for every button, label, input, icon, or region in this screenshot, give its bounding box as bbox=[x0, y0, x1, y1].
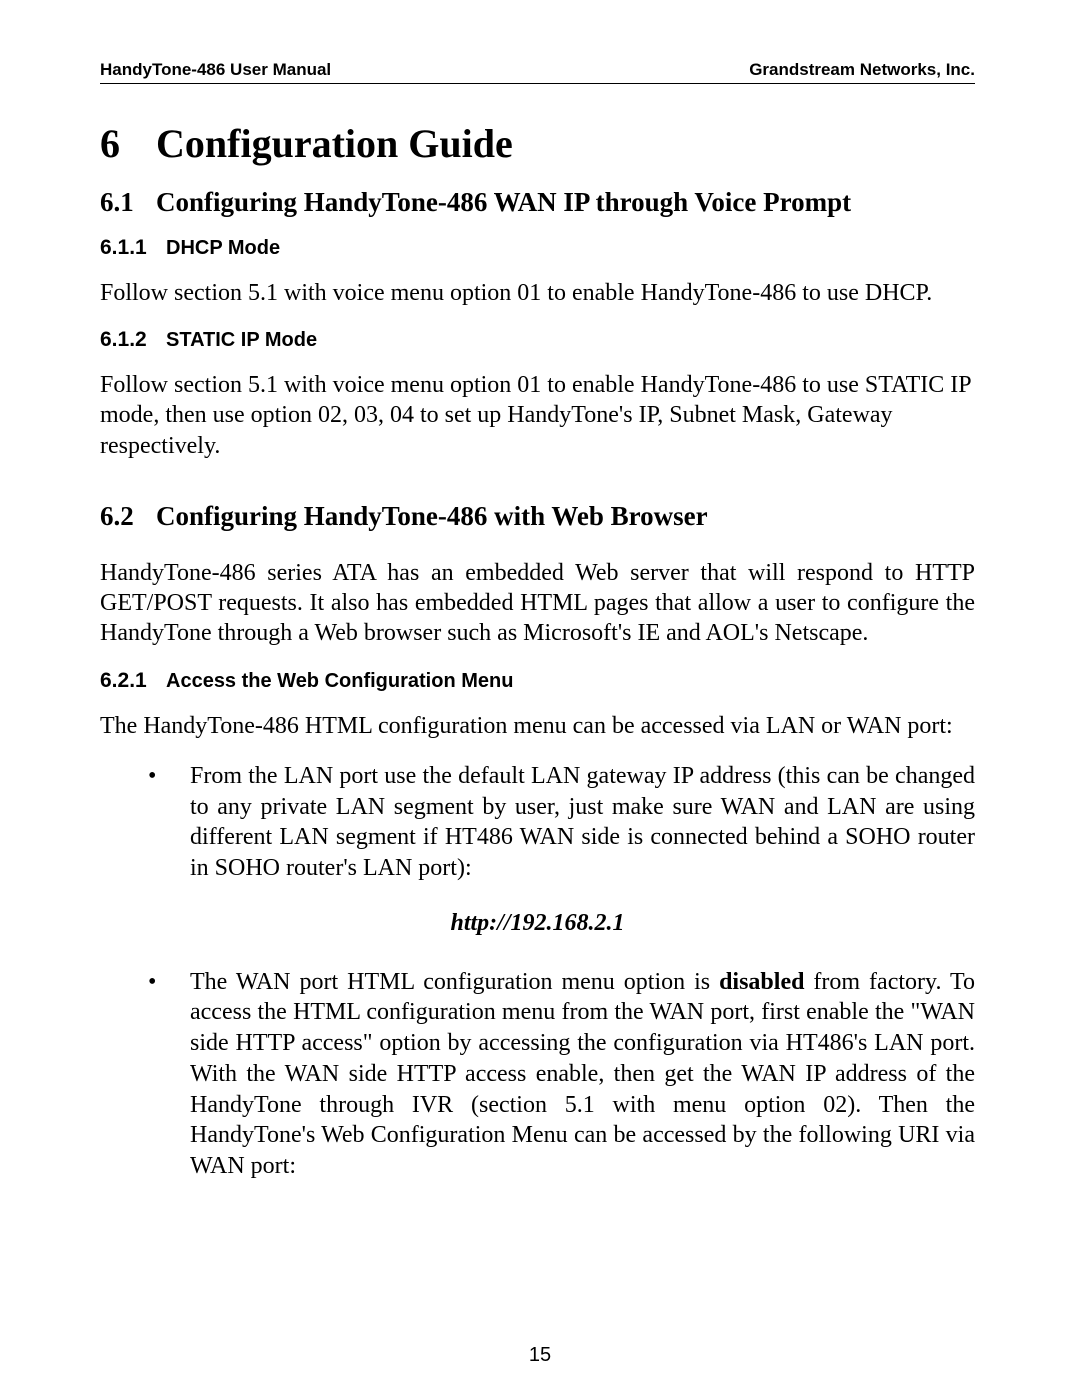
bullet-1-text: From the LAN port use the default LAN ga… bbox=[190, 763, 975, 881]
subsection-6-1-1-title: DHCP Mode bbox=[166, 237, 280, 259]
page-number: 15 bbox=[0, 1344, 1080, 1367]
page-content: HandyTone-486 User Manual Grandstream Ne… bbox=[100, 60, 975, 1357]
section-6-2-intro: HandyTone-486 series ATA has an embedded… bbox=[100, 558, 975, 649]
bullet-2-bold: disabled bbox=[719, 969, 804, 995]
lan-url: http://192.168.2.1 bbox=[100, 910, 975, 937]
subsection-6-1-2-body: Follow section 5.1 with voice menu optio… bbox=[100, 370, 975, 461]
subsection-6-1-2-title: STATIC IP Mode bbox=[166, 329, 317, 351]
subsection-6-1-1-heading: 6.1.1DHCP Mode bbox=[100, 236, 975, 260]
subsection-6-1-2-number: 6.1.2 bbox=[100, 328, 166, 352]
subsection-6-2-1-number: 6.2.1 bbox=[100, 669, 166, 693]
section-6-2-title: Configuring HandyTone-486 with Web Brows… bbox=[156, 501, 708, 531]
running-header: HandyTone-486 User Manual Grandstream Ne… bbox=[100, 60, 975, 84]
section-6-1-number: 6.1 bbox=[100, 187, 156, 218]
bullet-2-post: from factory. To access the HTML configu… bbox=[190, 969, 975, 1179]
access-bullet-list-2: The WAN port HTML configuration menu opt… bbox=[100, 967, 975, 1182]
bullet-2-pre: The WAN port HTML configuration menu opt… bbox=[190, 969, 719, 995]
subsection-6-1-1-number: 6.1.1 bbox=[100, 236, 166, 260]
section-6-2-number: 6.2 bbox=[100, 501, 156, 532]
subsection-6-2-1-heading: 6.2.1Access the Web Configuration Menu bbox=[100, 669, 975, 693]
section-6-2-heading: 6.2Configuring HandyTone-486 with Web Br… bbox=[100, 501, 975, 532]
subsection-6-1-2-heading: 6.1.2STATIC IP Mode bbox=[100, 328, 975, 352]
chapter-heading: 6Configuration Guide bbox=[100, 120, 975, 167]
list-item: The WAN port HTML configuration menu opt… bbox=[100, 967, 975, 1182]
header-left: HandyTone-486 User Manual bbox=[100, 60, 331, 80]
list-item: From the LAN port use the default LAN ga… bbox=[100, 761, 975, 884]
section-6-1-heading: 6.1Configuring HandyTone-486 WAN IP thro… bbox=[100, 187, 975, 218]
header-right: Grandstream Networks, Inc. bbox=[749, 60, 975, 80]
chapter-number: 6 bbox=[100, 120, 156, 167]
section-6-1-title: Configuring HandyTone-486 WAN IP through… bbox=[156, 187, 851, 217]
subsection-6-2-1-title: Access the Web Configuration Menu bbox=[166, 670, 513, 692]
subsection-6-1-1-body: Follow section 5.1 with voice menu optio… bbox=[100, 278, 975, 308]
access-bullet-list: From the LAN port use the default LAN ga… bbox=[100, 761, 975, 884]
chapter-title: Configuration Guide bbox=[156, 121, 513, 166]
subsection-6-2-1-lead: The HandyTone-486 HTML configuration men… bbox=[100, 711, 975, 741]
